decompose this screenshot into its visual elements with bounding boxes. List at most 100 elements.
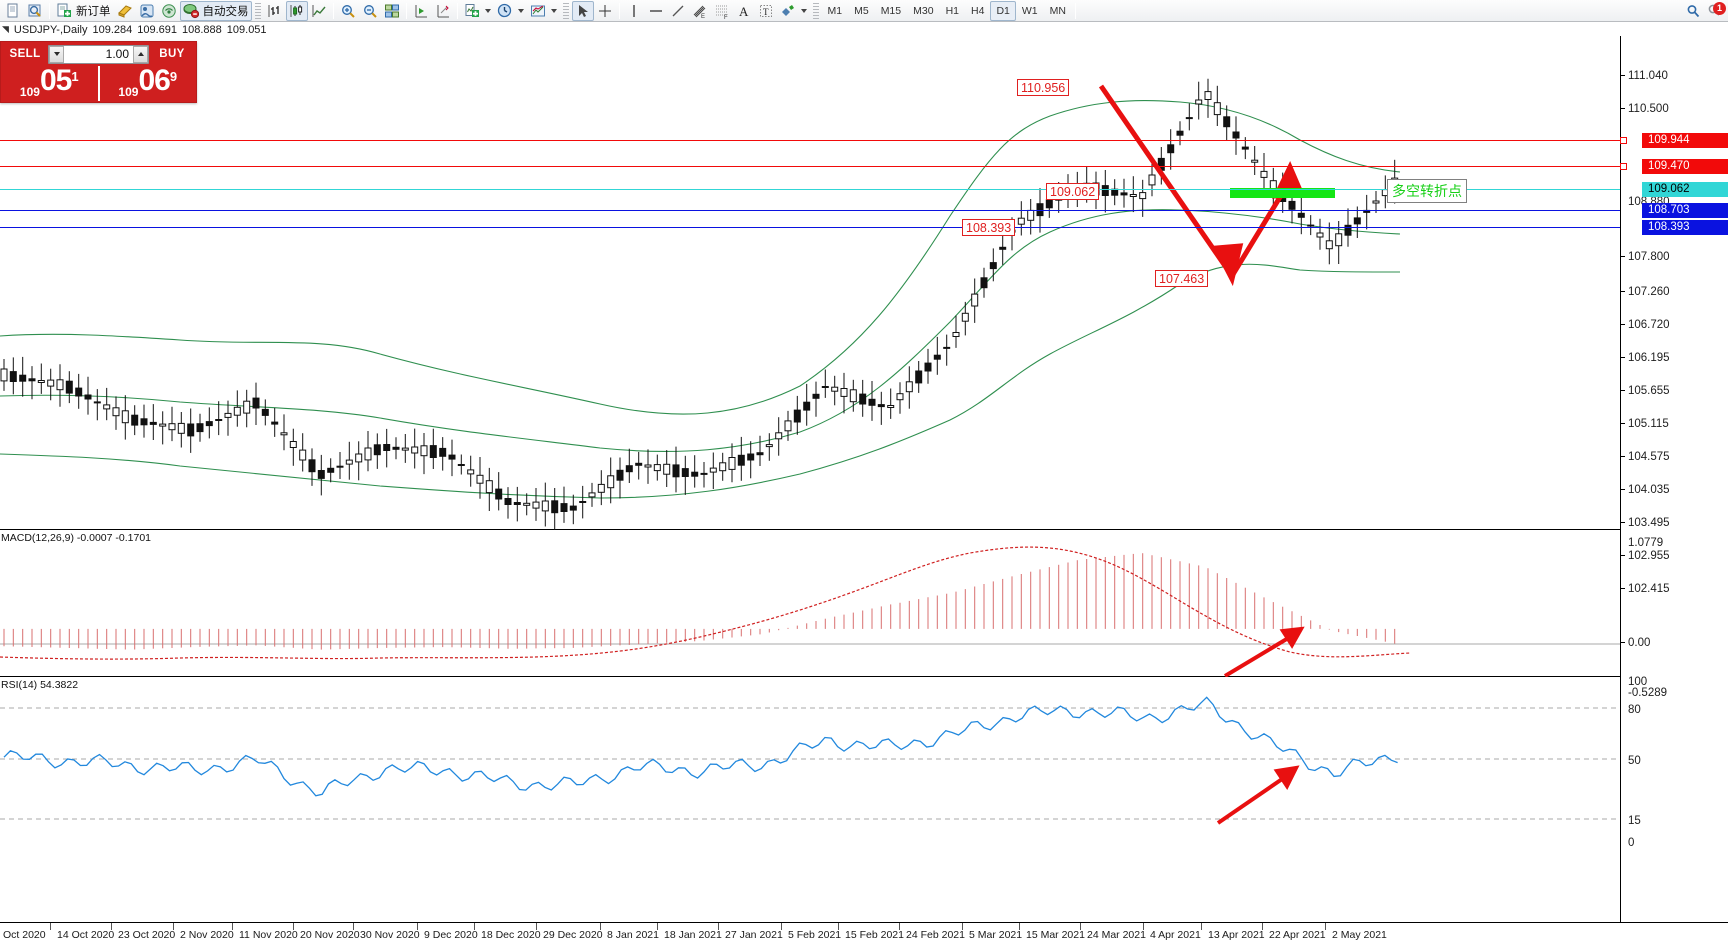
- buy-button[interactable]: 109 06 9: [97, 64, 197, 101]
- indicators-icon[interactable]: [461, 1, 494, 21]
- chevron-down-icon[interactable]: [550, 8, 557, 13]
- trendline-icon[interactable]: [667, 1, 689, 21]
- macd-label: MACD(12,26,9) -0.0007 -0.1701: [1, 532, 151, 544]
- pivot-line-109062[interactable]: [0, 189, 1620, 190]
- annotation-price-107463[interactable]: 107.463: [1155, 270, 1209, 287]
- annotation-price-109062[interactable]: 109.062: [1046, 183, 1100, 200]
- date-axis-label: 15 Mar 2021: [1026, 929, 1085, 941]
- date-axis-label: 14 Oct 2020: [57, 929, 115, 941]
- timeframe-m1[interactable]: M1: [827, 4, 843, 17]
- support-line-108703[interactable]: [0, 210, 1620, 211]
- date-axis-tick: [1201, 923, 1202, 930]
- volume-value[interactable]: 1.00: [105, 47, 129, 61]
- price-tag-handle[interactable]: [1620, 163, 1627, 170]
- cursor-icon[interactable]: [571, 0, 594, 21]
- macd-trend-arrow: [1223, 626, 1305, 677]
- symbol-close: 109.051: [226, 23, 267, 36]
- timeframe-d1[interactable]: D1: [990, 0, 1016, 21]
- fibonacci-icon[interactable]: F: [711, 1, 733, 21]
- metaquotes-id-icon[interactable]: [158, 1, 180, 21]
- chart-container[interactable]: 110.956 109.062 108.393 107.463 多空转折点 MA…: [0, 36, 1728, 947]
- timeframe-mn[interactable]: MN: [1049, 4, 1066, 17]
- date-axis-label: 27 Jan 2021: [725, 929, 783, 941]
- one-click-trading-panel[interactable]: SELL 1.00 BUY 109 05 1 109 06 9: [0, 41, 197, 103]
- chevron-down-icon[interactable]: [517, 8, 524, 13]
- toolbar-separator: [332, 2, 334, 19]
- toolbar-separator: [405, 2, 407, 19]
- zoom-in-icon[interactable]: [337, 1, 359, 21]
- date-axis-tick: [1143, 923, 1144, 930]
- date-axis-tick: [1019, 923, 1020, 930]
- price-tag-108703[interactable]: 108.703: [1642, 203, 1728, 218]
- annotation-chinese-note[interactable]: 多空转折点: [1387, 179, 1467, 203]
- hline-icon[interactable]: [645, 1, 667, 21]
- bar-chart-icon[interactable]: [264, 1, 286, 21]
- price-tag-108393[interactable]: 108.393: [1642, 220, 1728, 235]
- toolbar-grip[interactable]: [254, 2, 261, 19]
- templates-icon[interactable]: [527, 1, 560, 21]
- resistance-line-109944[interactable]: [0, 140, 1620, 141]
- chart-shift-icon[interactable]: [410, 1, 432, 21]
- date-axis[interactable]: Oct 2020 14 Oct 2020 23 Oct 2020 2 Nov 2020…: [0, 922, 1728, 947]
- signals-icon[interactable]: [136, 1, 158, 21]
- rsi-pane[interactable]: RSI(14) 54.3822: [0, 678, 1620, 922]
- price-axis[interactable]: 111.040 110.500 108.880 107.800 107.260 …: [1620, 36, 1728, 922]
- resistance-line-109470[interactable]: [0, 166, 1620, 167]
- axis-tick: 104.575: [1621, 451, 1670, 463]
- symbol-name: USDJPY-,Daily: [13, 23, 88, 36]
- date-axis-tick: [111, 923, 112, 930]
- text-icon[interactable]: A: [733, 1, 755, 21]
- timeframe-m5[interactable]: M5: [854, 4, 869, 17]
- search-icon[interactable]: [1682, 1, 1704, 21]
- price-tag-handle[interactable]: [1620, 137, 1627, 144]
- price-tag-109470[interactable]: 109.470: [1642, 159, 1728, 174]
- document-icon[interactable]: [2, 1, 24, 21]
- crosshair-icon[interactable]: [594, 1, 616, 21]
- sell-label[interactable]: SELL: [9, 48, 41, 60]
- equidistant-channel-icon[interactable]: E: [689, 1, 711, 21]
- annotation-price-108393[interactable]: 108.393: [962, 219, 1016, 236]
- periods-icon[interactable]: [494, 1, 527, 21]
- sell-button[interactable]: 109 05 1: [1, 66, 98, 101]
- date-axis-label: 8 Jan 2021: [607, 929, 659, 941]
- toolbar-separator: [49, 2, 50, 19]
- vline-icon[interactable]: [623, 1, 645, 21]
- volume-stepper[interactable]: 1.00: [48, 44, 149, 64]
- chevron-down-icon[interactable]: [484, 8, 491, 13]
- timeframe-w1[interactable]: W1: [1021, 4, 1038, 17]
- macd-pane[interactable]: MACD(12,26,9) -0.0007 -0.1701: [0, 531, 1620, 677]
- timeframe-m15[interactable]: M15: [880, 4, 902, 17]
- candlestick-chart-icon[interactable]: [285, 0, 308, 21]
- autotrading-button[interactable]: 自动交易: [179, 0, 252, 21]
- timeframe-m30[interactable]: M30: [913, 4, 934, 17]
- chevron-down-icon[interactable]: [800, 8, 807, 13]
- rsi-trend-arrow: [1216, 765, 1300, 825]
- axis-tick: 106.720: [1621, 319, 1670, 331]
- line-chart-icon[interactable]: [308, 1, 330, 21]
- price-tag-109062[interactable]: 109.062: [1642, 182, 1728, 197]
- price-pane[interactable]: 110.956 109.062 108.393 107.463 多空转折点: [0, 36, 1620, 530]
- expert-advisor-icon[interactable]: [114, 1, 136, 21]
- volume-decrement-button[interactable]: [49, 45, 64, 63]
- notification-icon[interactable]: 1: [1704, 1, 1726, 21]
- buy-label[interactable]: BUY: [159, 48, 185, 60]
- zoom-out-icon[interactable]: [359, 1, 381, 21]
- new-order-button[interactable]: 新订单: [53, 1, 114, 21]
- toolbar-grip[interactable]: [812, 2, 819, 19]
- shapes-icon[interactable]: [777, 1, 810, 21]
- support-line-108393[interactable]: [0, 227, 1620, 228]
- timeframe-h1[interactable]: H1: [945, 4, 959, 17]
- price-tag-109944[interactable]: 109.944: [1642, 133, 1728, 148]
- svg-text:T: T: [763, 7, 769, 17]
- toolbar-grip[interactable]: [562, 2, 569, 19]
- market-watch-icon[interactable]: [24, 1, 46, 21]
- volume-increment-button[interactable]: [133, 45, 148, 63]
- tile-windows-icon[interactable]: [381, 1, 403, 21]
- text-label-icon[interactable]: T: [755, 1, 777, 21]
- annotation-price-110956[interactable]: 110.956: [1017, 79, 1070, 96]
- auto-scroll-icon[interactable]: [432, 1, 454, 21]
- date-axis-tick: [173, 923, 174, 930]
- date-axis-label: 11 Nov 2020: [239, 929, 298, 941]
- timeframe-h4[interactable]: H4: [971, 4, 985, 17]
- buy-price-main: 06: [138, 64, 170, 97]
